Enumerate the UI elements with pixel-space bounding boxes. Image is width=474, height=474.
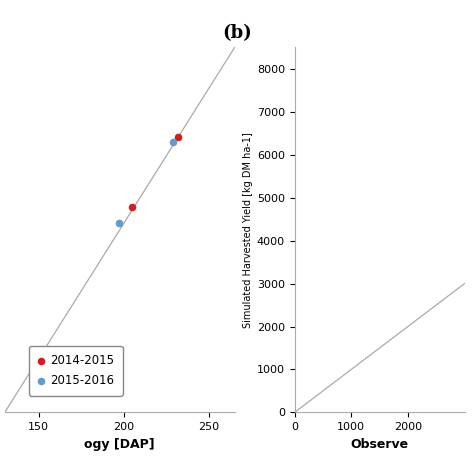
2014-2015 (174, 133, 182, 140)
2015-2016 (115, 219, 123, 227)
X-axis label: ogy [DAP]: ogy [DAP] (84, 438, 155, 451)
2014-2015 (128, 203, 136, 211)
Y-axis label: Simulated Harvested Yield [kg DM ha-1]: Simulated Harvested Yield [kg DM ha-1] (243, 132, 253, 328)
X-axis label: Observe: Observe (350, 438, 409, 451)
Text: (b): (b) (222, 24, 252, 42)
2015-2016 (170, 138, 177, 146)
Legend: 2014-2015, 2015-2016: 2014-2015, 2015-2016 (29, 346, 123, 395)
